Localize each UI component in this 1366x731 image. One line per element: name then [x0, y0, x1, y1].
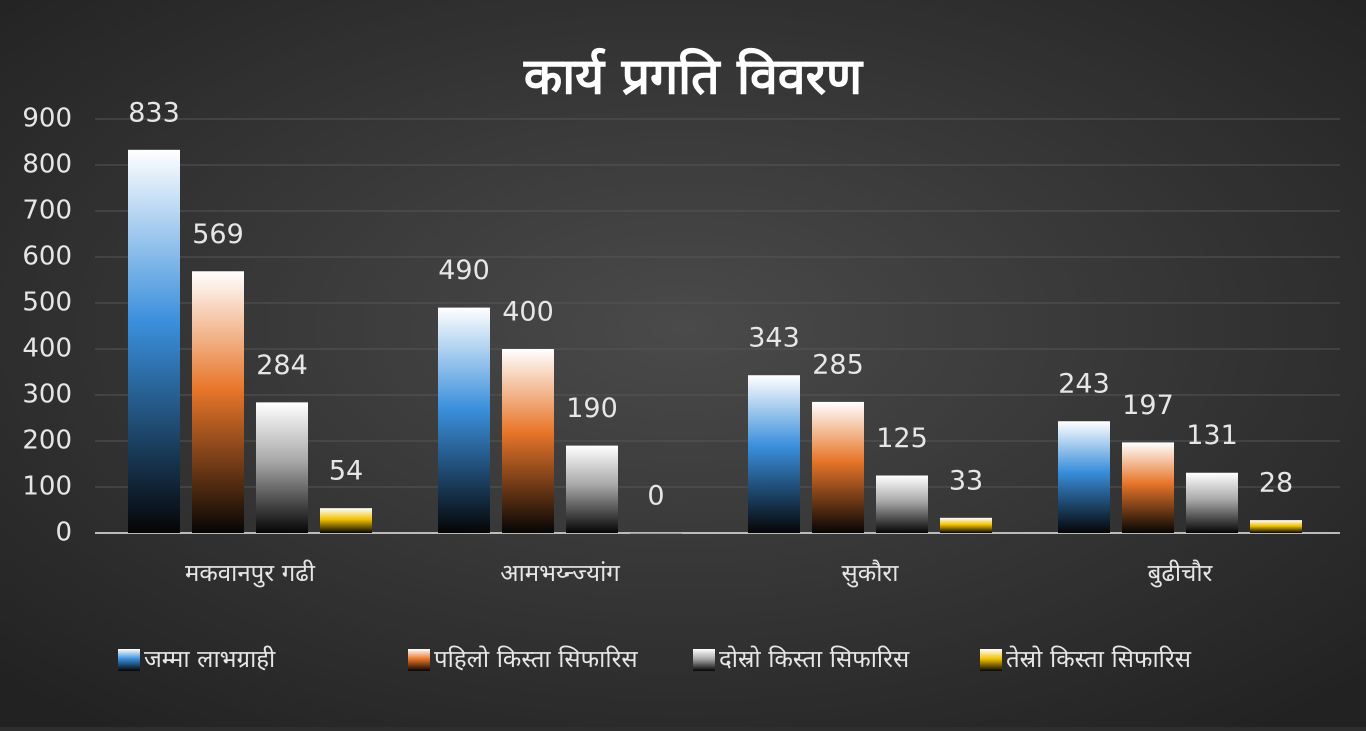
value-label: 490: [438, 255, 490, 286]
value-label: 569: [192, 219, 244, 250]
value-label: 131: [1186, 420, 1238, 451]
y-tick-label: 300: [22, 380, 72, 410]
y-tick-label: 100: [22, 472, 72, 502]
value-label: 243: [1058, 369, 1110, 400]
bar: [748, 375, 800, 533]
value-label: 54: [329, 456, 363, 487]
value-label: 33: [949, 465, 983, 496]
y-tick-label: 0: [55, 518, 72, 548]
value-label: 285: [812, 349, 864, 380]
y-tick-label: 800: [22, 150, 72, 180]
bar: [1058, 421, 1110, 533]
chart-title: कार्य प्रगति विवरण: [523, 48, 864, 106]
value-label: 28: [1259, 468, 1293, 499]
y-tick-label: 900: [22, 104, 72, 134]
y-tick-label: 200: [22, 426, 72, 456]
value-label: 190: [566, 393, 618, 424]
bar: [438, 307, 490, 533]
value-label: 343: [748, 323, 800, 354]
bar: [940, 517, 992, 533]
bar: [192, 271, 244, 533]
legend-swatch: [980, 649, 1002, 671]
y-tick-label: 600: [22, 242, 72, 272]
bar: [128, 149, 180, 533]
y-tick-label: 500: [22, 288, 72, 318]
x-tick-label: सुकौरा: [842, 559, 900, 588]
x-tick-label: मकवानपुर गढी: [185, 559, 316, 588]
bar: [502, 349, 554, 533]
value-label: 197: [1122, 390, 1174, 421]
legend-swatch: [118, 649, 140, 671]
x-tick-label: आमभय्न्ज्यांग: [500, 559, 620, 587]
value-label: 125: [876, 423, 928, 454]
bar: [1186, 472, 1238, 533]
legend-label: पहिलो किस्ता सिफारिस: [434, 645, 638, 673]
bar: [812, 401, 864, 533]
bar: [630, 533, 682, 534]
value-label: 400: [502, 297, 554, 328]
bar: [566, 445, 618, 533]
legend-label: दोस्रो किस्ता सिफारिस: [719, 645, 910, 673]
value-label: 833: [128, 97, 180, 128]
value-label: 0: [647, 481, 664, 512]
bar: [876, 475, 928, 533]
y-tick-label: 700: [22, 196, 72, 226]
bar: [256, 402, 308, 533]
x-tick-label: बुढीचौर: [1148, 559, 1214, 588]
legend-swatch: [693, 649, 715, 671]
legend-label: जम्मा लाभग्राही: [144, 645, 276, 673]
value-label: 284: [256, 350, 308, 381]
legend-swatch: [408, 649, 430, 671]
legend-label: तेस्रो किस्ता सिफारिस: [1006, 645, 1192, 673]
bar: [1122, 442, 1174, 533]
bar: [320, 508, 372, 533]
y-tick-label: 400: [22, 334, 72, 364]
bar: [1250, 520, 1302, 533]
